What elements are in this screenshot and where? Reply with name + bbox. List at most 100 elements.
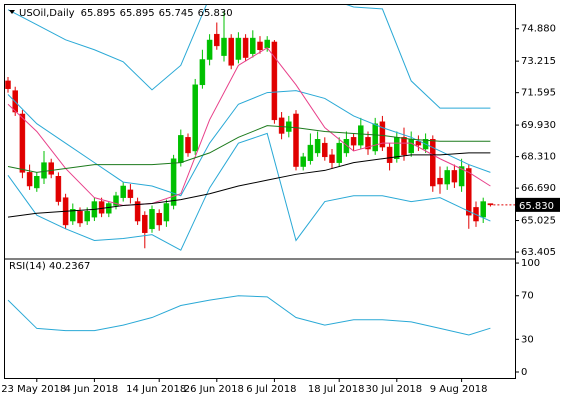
candle-body: [257, 41, 263, 51]
candle-body: [113, 195, 119, 206]
candle-body: [221, 37, 227, 56]
candle-body: [408, 139, 414, 154]
symbol: USOil,Daily: [19, 8, 75, 19]
candle-body: [127, 189, 134, 198]
candle-body: [336, 142, 342, 163]
y-tick-label: 71.595: [521, 88, 556, 99]
candle-body: [379, 121, 386, 148]
x-tick-label: 30 Jul 2018: [365, 384, 422, 395]
high-value: 65.895: [120, 8, 155, 19]
x-tick-label: 6 Jul 2018: [246, 384, 296, 395]
open-value: 65.895: [81, 8, 116, 19]
candle-body: [206, 39, 213, 60]
candle-body: [343, 139, 350, 154]
indicator-line: [7, 152, 491, 218]
candle-body: [430, 139, 436, 187]
rsi-title: RSI(14) 40.2367: [9, 261, 90, 272]
candle-body: [235, 37, 242, 60]
candle-body: [178, 135, 184, 163]
price-tag-box: [516, 197, 560, 212]
candle-body: [214, 33, 220, 47]
candle-body: [293, 113, 299, 167]
y-tick-label: 68.310: [521, 152, 556, 163]
x-tick-label: 14 Jun 2018: [126, 384, 186, 395]
candle-body: [142, 214, 148, 233]
header-arrow: [9, 10, 15, 14]
candle-body: [307, 144, 314, 161]
candle-body: [314, 139, 321, 154]
candle-body: [170, 158, 177, 206]
candle-body: [437, 177, 443, 185]
candle-body: [34, 176, 40, 189]
candle-body: [163, 203, 170, 222]
candle-body: [444, 170, 450, 185]
x-tick-label: 9 Aug 2018: [430, 384, 488, 395]
chart-header: USOil,Daily 65.895 65.895 65.745 65.830: [19, 8, 233, 19]
candle-body: [358, 125, 364, 146]
candle-body: [41, 162, 47, 179]
candle-body: [134, 201, 141, 222]
candle-body: [278, 117, 285, 134]
candle-body: [466, 168, 472, 216]
price-panel: [5, 5, 515, 251]
indicator-line: [7, 5, 491, 109]
rsi-line: [7, 295, 491, 336]
candle-body: [185, 137, 191, 154]
frame: [4, 4, 516, 379]
candle-body: [192, 84, 198, 152]
close-value: 65.830: [198, 8, 233, 19]
x-tick-label: 18 Jul 2018: [308, 384, 365, 395]
candle-body: [55, 176, 62, 202]
candle-body: [451, 170, 458, 183]
indicator-line: [7, 125, 491, 173]
y-tick-label: 69.930: [521, 120, 556, 131]
candle-body: [228, 37, 234, 66]
candle-body: [199, 59, 206, 86]
candle-body: [365, 137, 371, 150]
x-tick-label: 4 Jun 2018: [65, 384, 119, 395]
y-tick-label: 65.025: [521, 216, 556, 227]
x-tick-label: 26 Jun 2018: [184, 384, 244, 395]
candle-body: [106, 203, 112, 214]
candle-body: [26, 172, 33, 187]
y-tick-label: 0: [521, 367, 527, 378]
price-tag: 65.830: [519, 201, 554, 212]
candle-body: [242, 37, 249, 58]
candle-body: [487, 203, 494, 206]
candle-body: [458, 166, 465, 187]
indicator-line: [7, 47, 491, 206]
candle-body: [372, 123, 378, 152]
candle-body: [300, 156, 306, 167]
axes: 63.405 65.025 66.690 68.310 69.930 71.595 73.2…: [1, 24, 560, 395]
candle-body: [322, 142, 328, 158]
candle-body: [19, 113, 26, 173]
y-tick-label: 73.215: [521, 56, 556, 67]
y-tick-label: 30: [521, 334, 534, 345]
candle-body: [264, 39, 270, 49]
candle-body: [401, 137, 407, 156]
low-value: 65.745: [159, 8, 194, 19]
candle-body: [271, 41, 278, 121]
candle-body: [394, 137, 400, 159]
y-tick-label: 63.405: [521, 247, 556, 258]
candle-body: [329, 154, 335, 163]
candle-body: [350, 137, 357, 146]
candle-body: [149, 209, 155, 230]
y-tick-label: 100: [521, 258, 540, 269]
candle-body: [386, 146, 393, 163]
candle-body: [84, 211, 90, 222]
candle-body: [120, 185, 126, 198]
candle-body: [156, 212, 162, 226]
indicator-line: [7, 132, 491, 251]
rsi-panel: [7, 295, 491, 336]
x-tick-label: 23 May 2018: [1, 384, 66, 395]
y-tick-label: 66.690: [521, 183, 556, 194]
candle-body: [98, 201, 105, 214]
y-tick-label: 70: [521, 291, 534, 302]
candle-body: [5, 80, 11, 89]
candle-body: [250, 37, 256, 54]
candle-body: [48, 162, 54, 175]
y-tick-label: 74.880: [521, 24, 556, 35]
